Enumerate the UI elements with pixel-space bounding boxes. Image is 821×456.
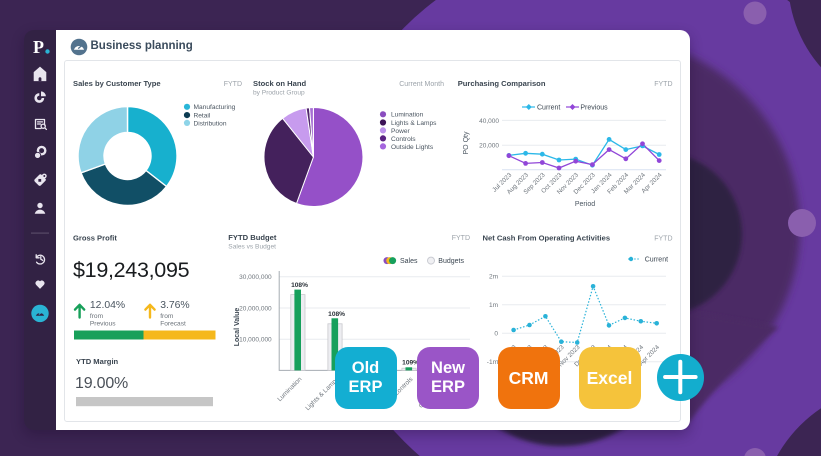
svg-text:PO Qty: PO Qty xyxy=(463,131,470,154)
svg-text:by Product Group: by Product Group xyxy=(253,90,305,97)
svg-text:Controls: Controls xyxy=(391,136,416,143)
svg-text:1m: 1m xyxy=(489,302,498,309)
svg-text:FYTD: FYTD xyxy=(224,81,242,88)
svg-text:109%: 109% xyxy=(402,360,419,367)
svg-text:Lumination: Lumination xyxy=(276,376,303,403)
svg-text:FYTD: FYTD xyxy=(654,81,672,88)
svg-text:Power: Power xyxy=(391,128,410,135)
svg-text:Previous: Previous xyxy=(90,320,116,327)
svg-text:Current Month: Current Month xyxy=(399,81,444,88)
svg-text:Sales: Sales xyxy=(400,258,418,265)
svg-text:Local Value: Local Value xyxy=(234,308,241,347)
svg-text:FYTD Budget: FYTD Budget xyxy=(228,233,277,242)
svg-text:Sales by Customer Type: Sales by Customer Type xyxy=(73,79,161,88)
svg-text:from: from xyxy=(90,313,104,320)
svg-text:YTD Margin: YTD Margin xyxy=(76,357,119,366)
svg-text:Lumination: Lumination xyxy=(391,112,424,119)
svg-text:Period: Period xyxy=(575,201,595,208)
svg-text:Purchasing Comparison: Purchasing Comparison xyxy=(458,79,546,88)
svg-text:FYTD: FYTD xyxy=(654,236,672,243)
svg-text:12.04%: 12.04% xyxy=(90,300,125,311)
svg-text:19.00%: 19.00% xyxy=(75,375,128,392)
svg-text:20,000: 20,000 xyxy=(479,143,499,150)
svg-text:P: P xyxy=(33,37,44,57)
svg-text:from: from xyxy=(160,313,174,320)
svg-text:40,000: 40,000 xyxy=(479,118,499,125)
svg-text:Manufacturing: Manufacturing xyxy=(194,104,236,111)
svg-text:Budgets: Budgets xyxy=(438,258,464,265)
svg-text:Current: Current xyxy=(537,104,560,111)
svg-text:Previous: Previous xyxy=(580,104,608,111)
svg-text:FYTD: FYTD xyxy=(452,235,470,242)
svg-text:108%: 108% xyxy=(328,311,345,318)
svg-text:10,000,000: 10,000,000 xyxy=(239,337,272,344)
svg-text:Stock on Hand: Stock on Hand xyxy=(253,79,307,88)
svg-text:0: 0 xyxy=(494,331,498,338)
svg-text:Lights & Lamps: Lights & Lamps xyxy=(391,120,437,127)
svg-text:$19,243,095: $19,243,095 xyxy=(73,258,190,282)
svg-text:Forecast: Forecast xyxy=(160,320,186,327)
svg-text:Distribution: Distribution xyxy=(194,120,227,127)
svg-text:Outside Lights: Outside Lights xyxy=(391,144,434,151)
svg-text:Current: Current xyxy=(645,257,668,264)
svg-text:30,000,000: 30,000,000 xyxy=(239,274,272,281)
svg-text:Retail: Retail xyxy=(194,113,211,120)
svg-text:Sales vs Budget: Sales vs Budget xyxy=(228,244,276,251)
svg-text:108%: 108% xyxy=(291,282,308,289)
svg-text:3.76%: 3.76% xyxy=(160,300,189,311)
svg-text:-1m: -1m xyxy=(487,359,498,366)
svg-text:Gross Profit: Gross Profit xyxy=(73,234,117,243)
svg-text:20,000,000: 20,000,000 xyxy=(239,305,272,312)
svg-text:Net Cash From Operating Activi: Net Cash From Operating Activities xyxy=(483,234,611,243)
svg-text:2m: 2m xyxy=(489,274,498,281)
